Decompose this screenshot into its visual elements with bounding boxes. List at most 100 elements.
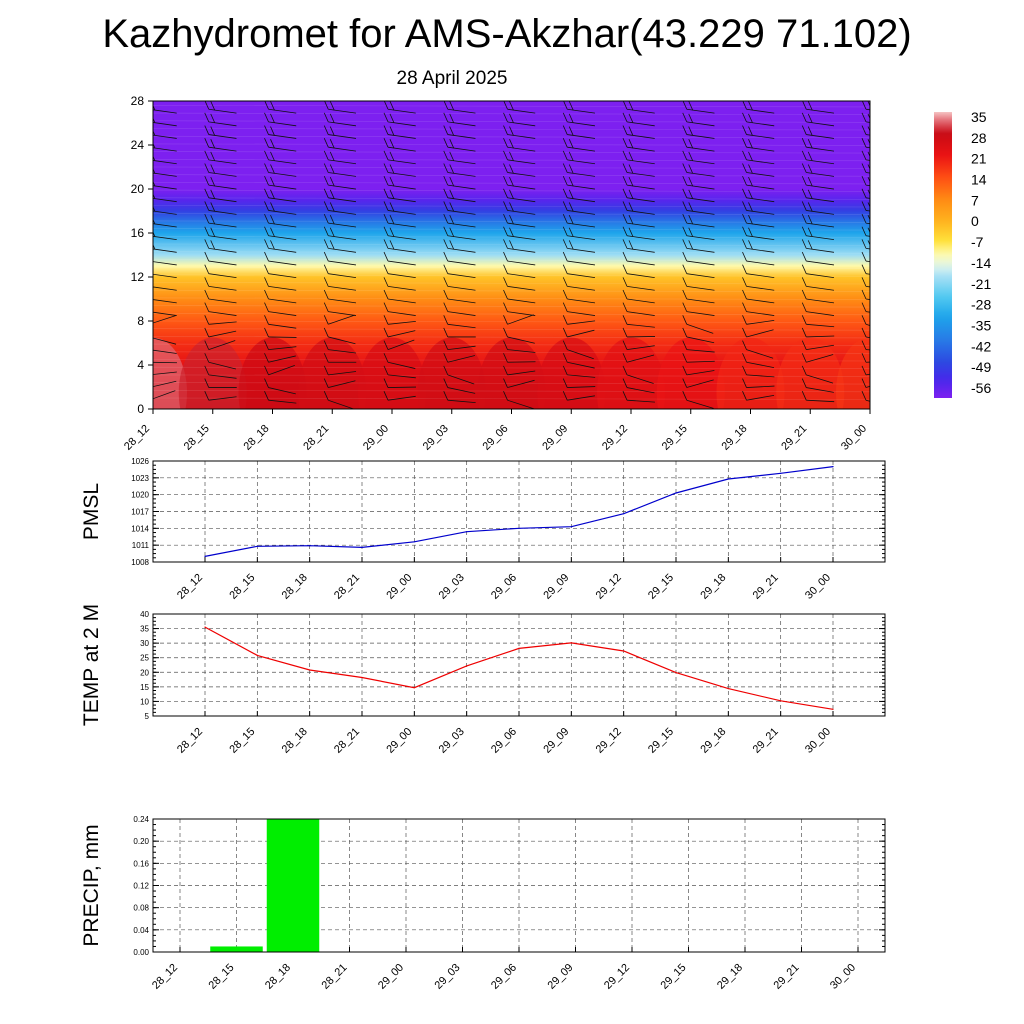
barb-flag xyxy=(742,378,747,388)
barb-flag xyxy=(682,163,688,173)
barb-flag xyxy=(264,188,269,198)
wind-barb xyxy=(323,353,357,363)
barb-shaft xyxy=(208,321,237,325)
wind-barb xyxy=(204,201,237,215)
barb-shaft xyxy=(208,396,237,401)
contour-line xyxy=(153,312,870,316)
x-tick-label: 29_03 xyxy=(433,962,463,992)
barb-flag xyxy=(443,125,449,135)
barb-flag xyxy=(503,277,508,287)
barb-shaft xyxy=(328,248,357,253)
x-tick-label: 29_09 xyxy=(541,572,571,602)
wind-barb xyxy=(562,112,596,127)
wind-barb xyxy=(801,150,835,165)
barb-flag xyxy=(270,139,275,149)
barb-flag xyxy=(449,189,455,199)
barb-flag xyxy=(562,163,568,173)
barb-flag xyxy=(562,175,568,186)
wind-barb xyxy=(742,188,775,203)
barb-shaft xyxy=(507,273,536,278)
barb-shaft xyxy=(746,385,775,388)
wind-barb xyxy=(264,112,297,127)
wind-barb xyxy=(503,101,536,114)
barb-shaft xyxy=(208,298,237,304)
wind-barb xyxy=(264,315,297,329)
data-point xyxy=(727,478,729,480)
barb-flag xyxy=(145,265,149,274)
barb-flag xyxy=(562,302,568,312)
colorbar-label: -14 xyxy=(971,255,991,271)
barb-flag xyxy=(742,251,747,262)
barb-flag xyxy=(210,164,216,174)
barb-flag xyxy=(807,101,813,111)
barb-flag xyxy=(861,188,867,198)
barb-flag xyxy=(867,101,870,107)
barb-shaft xyxy=(626,121,655,127)
barb-shaft xyxy=(208,311,237,316)
barb-shaft xyxy=(153,235,177,241)
barb-flag xyxy=(145,176,149,185)
barb-shaft xyxy=(626,399,655,403)
barb-flag xyxy=(688,164,694,174)
barb-flag xyxy=(323,378,329,388)
chart-subtitle: 28 April 2025 xyxy=(397,68,508,89)
barb-flag xyxy=(802,101,807,110)
barb-flag xyxy=(742,150,747,161)
barb-flag xyxy=(682,138,688,148)
data-point xyxy=(413,541,415,543)
barb-shaft xyxy=(567,298,596,304)
barb-shaft xyxy=(447,248,476,253)
data-point xyxy=(675,671,677,674)
barb-flag xyxy=(153,243,156,250)
barb-flag xyxy=(562,365,568,376)
x-tick-label: 29_21 xyxy=(751,726,781,756)
barb-shaft xyxy=(507,336,535,344)
contour-line xyxy=(153,182,870,185)
wind-barb xyxy=(562,163,596,177)
barb-shaft xyxy=(806,184,835,190)
wind-barb xyxy=(562,289,596,304)
barb-flag xyxy=(443,112,449,123)
barb-flag xyxy=(389,202,395,212)
barb-shaft xyxy=(328,235,357,241)
barb-flag xyxy=(503,353,508,363)
barb-shaft xyxy=(567,222,596,228)
wind-barb xyxy=(383,277,416,291)
barb-flag xyxy=(323,277,329,287)
wind-barb xyxy=(264,150,297,165)
data-point xyxy=(518,527,520,529)
wind-barb xyxy=(443,391,476,404)
precip-bar xyxy=(266,819,320,952)
barb-flag xyxy=(443,239,449,249)
barb-flag xyxy=(323,315,329,325)
wind-barb xyxy=(861,251,870,263)
wind-barb xyxy=(622,101,655,114)
wind-barb xyxy=(622,213,655,228)
barb-shaft xyxy=(686,235,715,241)
barb-flag xyxy=(204,365,210,376)
x-tick-label: 29_12 xyxy=(594,572,624,602)
wind-barb xyxy=(153,155,177,165)
barb-flag xyxy=(861,138,867,148)
barb-flag xyxy=(801,226,807,236)
barb-flag xyxy=(323,353,329,363)
barb-flag xyxy=(449,151,455,162)
barb-flag xyxy=(562,251,568,262)
barb-flag xyxy=(562,150,568,161)
wind-barb xyxy=(742,125,775,139)
contour-line xyxy=(153,274,870,277)
barb-flag xyxy=(389,113,395,124)
barb-flag xyxy=(861,264,867,274)
wind-barb xyxy=(204,315,237,325)
barb-flag xyxy=(270,240,275,250)
barb-flag xyxy=(503,315,508,325)
wind-barb xyxy=(443,125,476,139)
barb-flag xyxy=(688,214,694,225)
barb-shaft xyxy=(208,248,237,253)
barb-flag xyxy=(622,112,628,123)
contour-line xyxy=(153,359,870,362)
wind-barb xyxy=(562,188,596,203)
wind-barb xyxy=(622,226,655,241)
barb-shaft xyxy=(328,285,357,291)
barb-flag xyxy=(682,201,688,211)
